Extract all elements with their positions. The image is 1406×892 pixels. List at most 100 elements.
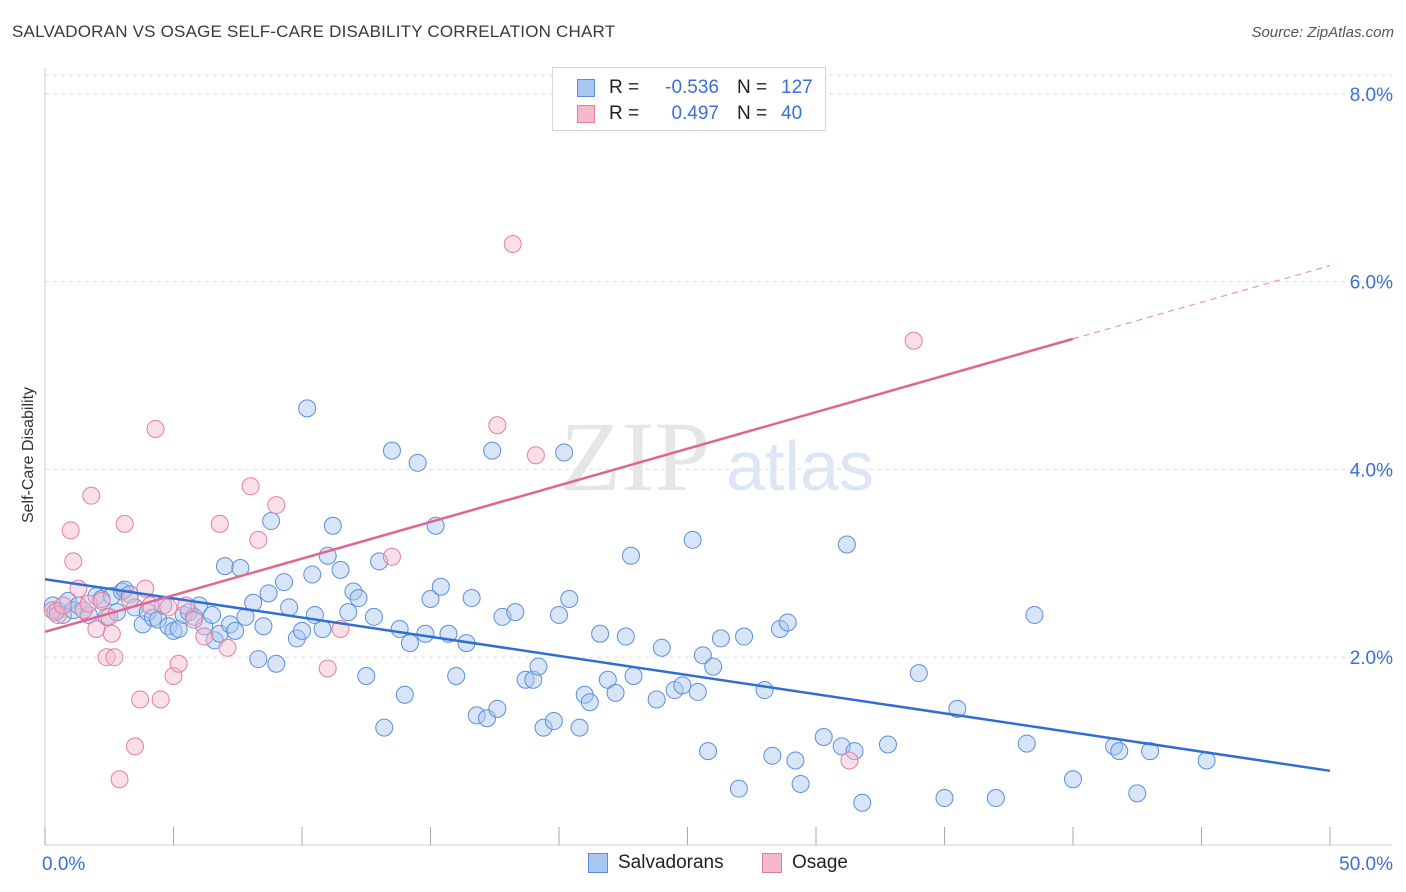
chart-title: SALVADORAN VS OSAGE SELF-CARE DISABILITY… <box>12 22 616 41</box>
osage-point <box>904 331 923 350</box>
salvadoran-point <box>390 620 409 639</box>
r-label: R = <box>609 103 640 124</box>
salvadoran-point <box>688 682 707 701</box>
salvadoran-point <box>506 603 525 622</box>
legend-item-salvadorans: Salvadorans <box>588 852 724 874</box>
salvadoran-point <box>259 584 278 603</box>
osage-point <box>151 690 170 709</box>
osage-point <box>169 654 188 673</box>
salvadoran-point <box>755 681 774 700</box>
salvadoran-point <box>478 709 497 728</box>
salvadoran-point <box>395 685 414 704</box>
axes <box>44 68 1392 846</box>
salvadoran-point <box>254 617 273 636</box>
salvadoran-point <box>364 607 383 626</box>
salvadoran-point <box>313 620 332 639</box>
y-tick-label: 4.0% <box>1350 460 1393 481</box>
salvadoran-point <box>544 712 563 731</box>
osage-point <box>125 737 144 756</box>
salvadoran-point <box>624 666 643 685</box>
salvadoran-point <box>693 646 712 665</box>
salvadoran-point <box>280 598 299 617</box>
osage-point <box>159 598 178 617</box>
salvadoran-point <box>1025 605 1044 624</box>
salvadoran-point <box>948 699 967 718</box>
salvadoran-point <box>652 638 671 657</box>
salvadoran-point <box>711 629 730 648</box>
salvadoran-point <box>447 666 466 685</box>
salvadoran-point <box>580 693 599 712</box>
salvadoran-point <box>555 443 574 462</box>
salvadoran-point <box>529 657 548 676</box>
stats-row-salvadorans: R = -0.536 N = 127 <box>577 75 821 101</box>
salvadoran-point <box>298 399 317 418</box>
watermark-zip: ZIP <box>560 401 710 512</box>
salvadoran-point <box>169 620 188 639</box>
osage-point <box>185 610 204 629</box>
salvadoran-point <box>431 577 450 596</box>
osage-point <box>218 638 237 657</box>
salvadoran-point <box>606 683 625 702</box>
osage-point <box>61 521 80 540</box>
y-tick-label: 8.0% <box>1350 85 1393 106</box>
y-tick-label: 2.0% <box>1350 648 1393 669</box>
salvadoran-point <box>375 718 394 737</box>
n-label: N = <box>737 77 768 98</box>
osage-point <box>318 659 337 678</box>
osage-point <box>115 514 134 533</box>
salvadoran-point <box>488 699 507 718</box>
osage-point <box>48 605 67 624</box>
n-value: 40 <box>781 103 803 124</box>
salvadoran-point <box>814 728 833 747</box>
osage-swatch <box>577 105 595 123</box>
salvadoran-point <box>935 789 954 808</box>
salvadoran-point <box>771 620 790 639</box>
stats-row-osage: R = 0.497 N = 40 <box>577 101 821 127</box>
salvadoran-point <box>275 573 294 592</box>
salvadoran-point <box>791 774 810 793</box>
trend-lines <box>44 265 1331 773</box>
salvadoran-point <box>416 624 435 643</box>
salvadoran-point <box>215 557 234 576</box>
salvadoran-legend-swatch <box>588 853 608 873</box>
osage-point <box>267 496 286 515</box>
osage-point <box>195 627 214 646</box>
osage-point <box>53 596 72 615</box>
salvadoran-point <box>400 634 419 653</box>
osage-point <box>382 547 401 566</box>
salvadoran-point <box>357 666 376 685</box>
n-label: N = <box>737 103 768 124</box>
salvadoran-point <box>149 610 168 629</box>
salvadoran-point <box>878 735 897 754</box>
osage-trend-extension <box>1072 265 1331 340</box>
salvadoran-point <box>483 441 502 460</box>
salvadoran-point <box>516 670 535 689</box>
source-label: Source: ZipAtlas.com <box>1251 24 1394 41</box>
osage-point <box>105 648 124 667</box>
salvadoran-point <box>853 793 872 812</box>
salvadoran-point <box>560 589 579 608</box>
osage-point <box>146 420 165 439</box>
salvadoran-point <box>421 589 440 608</box>
salvadoran-point <box>673 676 692 695</box>
r-value: -0.536 <box>665 77 719 98</box>
osage-legend-swatch <box>762 853 782 873</box>
salvadoran-point <box>778 613 797 632</box>
salvadoran-point <box>303 565 322 584</box>
salvadoran-point <box>382 441 401 460</box>
salvadoran-point <box>845 742 864 761</box>
osage-points <box>43 235 923 789</box>
salvadoran-point <box>331 560 350 579</box>
osage-point <box>210 514 229 533</box>
salvadoran-point <box>1017 734 1036 753</box>
series-legend: Salvadorans Osage <box>0 852 1406 878</box>
salvadoran-point <box>46 603 65 622</box>
salvadoran-point <box>683 530 702 549</box>
salvadoran-point <box>550 605 568 624</box>
salvadoran-point <box>763 746 782 765</box>
watermark-atlas: atlas <box>726 427 874 505</box>
salvadoran-point <box>249 650 268 669</box>
osage-point <box>87 620 106 639</box>
salvadoran-point <box>293 621 311 640</box>
